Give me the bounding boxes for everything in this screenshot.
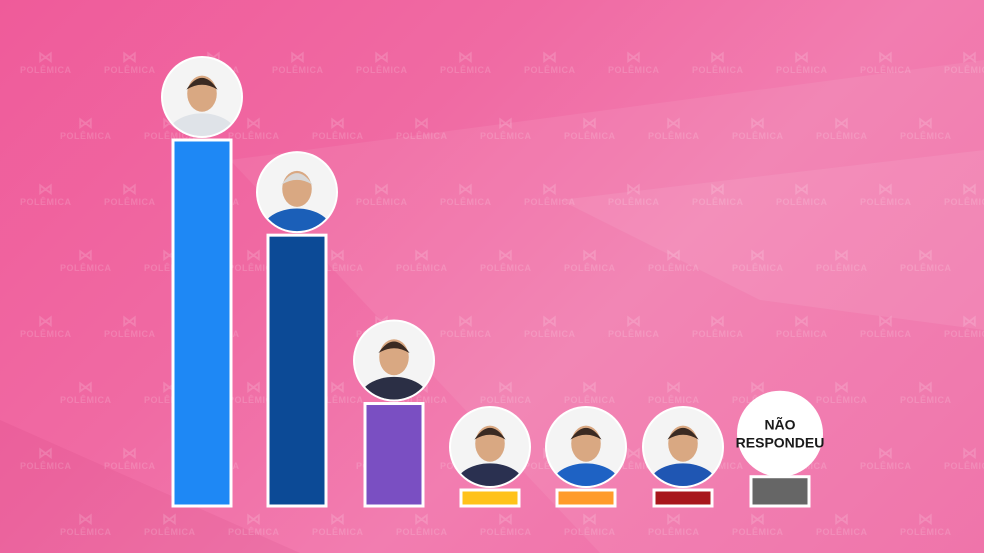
bar-1 bbox=[171, 138, 233, 508]
avatar-body-icon bbox=[167, 113, 237, 136]
bar-6 bbox=[652, 488, 714, 508]
candidate-avatar-6 bbox=[642, 406, 724, 488]
candidate-avatar-4 bbox=[449, 406, 531, 488]
candidate-avatar-2 bbox=[256, 151, 338, 234]
no-answer-label-line2: RESPONDEU bbox=[736, 435, 825, 451]
bar-7 bbox=[749, 475, 811, 508]
bar-5 bbox=[555, 488, 617, 508]
avatar-body-icon bbox=[648, 463, 718, 486]
candidate-avatar-5 bbox=[545, 406, 627, 488]
bar-4 bbox=[459, 488, 521, 508]
bar-2 bbox=[266, 233, 328, 508]
avatar-body-icon bbox=[455, 463, 525, 486]
bar-3 bbox=[363, 402, 425, 508]
no-answer-circle bbox=[737, 390, 823, 477]
avatar-body-icon bbox=[359, 376, 429, 400]
no-answer-label-line1: NÃO bbox=[764, 416, 795, 433]
candidate-avatar-1 bbox=[161, 56, 243, 138]
candidate-avatar-3 bbox=[353, 319, 435, 402]
avatar-body-icon bbox=[262, 208, 332, 232]
avatar-body-icon bbox=[551, 463, 621, 486]
